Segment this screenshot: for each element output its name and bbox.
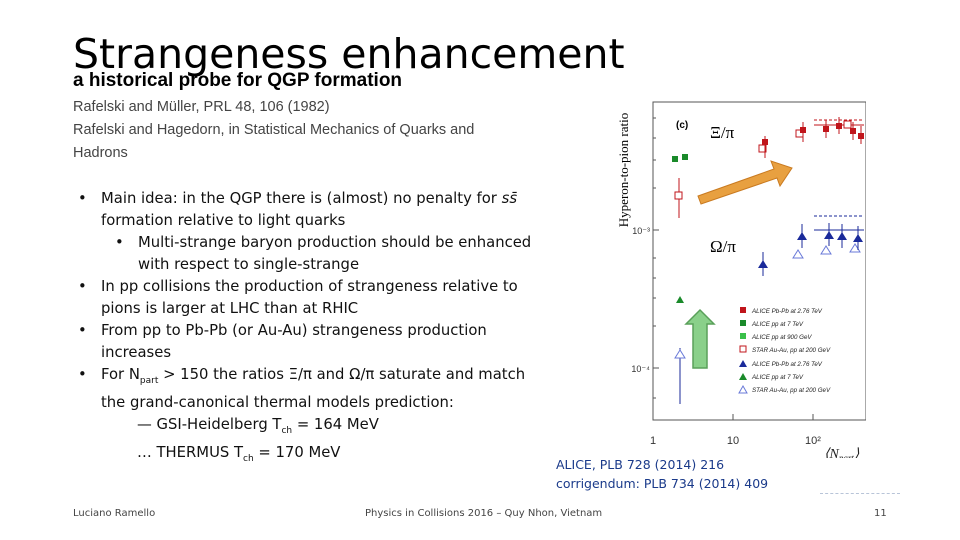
- legend-item-2: ALICE pp at 7 TeV: [751, 321, 804, 328]
- thermus-text: … THERMUS T: [137, 443, 244, 461]
- bullet-pp-to-pbpb: • From pp to Pb-Pb (or Au-Au) strangenes…: [78, 320, 548, 364]
- legend-marker-star-omega: [738, 384, 748, 394]
- legend-marker-alice-pbpb-omega: [739, 360, 747, 367]
- legend-marker-alice-pp7-omega: [739, 373, 747, 380]
- y-ticks: [653, 117, 659, 399]
- plot-frame: [652, 101, 866, 421]
- omega-star-auau-point-2: [820, 245, 832, 255]
- legend-marker-alice-pp900-xi: [740, 333, 746, 339]
- bullet-marker: •: [78, 278, 87, 295]
- gsi-value: = 164 MeV: [292, 415, 379, 433]
- panel-label: (c): [676, 120, 688, 131]
- subbullet-gsi: — GSI-Heidelberg Tch = 164 MeV: [78, 414, 548, 442]
- bullet-list: • Main idea: in the QGP there is (almost…: [78, 188, 548, 470]
- omega-enhancement-arrow: [684, 308, 716, 369]
- footer-event: Physics in Collisions 2016 – Quy Nhon, V…: [365, 508, 603, 519]
- xtick-10: 10: [727, 435, 739, 447]
- footer-author: Luciano Ramello: [73, 508, 156, 519]
- legend-item-7: STAR Au-Au, pp at 200 GeV: [752, 387, 831, 394]
- gsi-text: — GSI-Heidelberg T: [137, 415, 282, 433]
- bullet-marker: •: [78, 366, 87, 383]
- legend-marker-alice-pp7-xi: [740, 320, 746, 326]
- xi-enhancement-arrow: [697, 160, 793, 205]
- bullet-text-s-quark: s: [501, 190, 510, 207]
- subbullet-multistrange: • Multi-strange baryon production should…: [78, 232, 548, 276]
- citation-line-2: corrigendum: PLB 734 (2014) 409: [556, 476, 769, 491]
- legend-item-3: ALICE pp at 900 GeV: [751, 334, 812, 341]
- thermus-value: = 170 MeV: [253, 443, 341, 461]
- hyperon-ratio-figure: Hyperon-to-pion ratio 10⁻³ 10⁻⁴ 1 10 10²…: [616, 101, 866, 458]
- bullet-text-sbar-quark: s̄: [509, 190, 518, 207]
- tch-subscript: ch: [243, 453, 254, 464]
- divider: [820, 493, 900, 494]
- bullet-text: In pp collisions the production of stran…: [101, 278, 518, 317]
- ytick-1e-4: 10⁻⁴: [631, 364, 650, 374]
- subbullet-thermus: … THERMUS Tch = 170 MeV: [78, 442, 548, 470]
- xi-star-pp-point: [674, 191, 683, 200]
- bullet-text: Main idea: in the QGP there is (almost) …: [101, 190, 502, 207]
- bullet-marker: •: [78, 322, 87, 339]
- footer-page-number: 11: [874, 508, 887, 519]
- xi-pp-7tev-point: [682, 154, 688, 160]
- xi-pi-points: [672, 117, 864, 218]
- legend-marker-alice-pbpb-xi: [740, 307, 746, 313]
- omega-pi-label: Ω/π: [710, 237, 736, 256]
- slide-title: Strangeness enhancement: [73, 30, 625, 78]
- bullet-main-idea: • Main idea: in the QGP there is (almost…: [78, 188, 548, 232]
- tch-subscript: ch: [281, 425, 293, 436]
- bullet-npart: • For Npart > 150 the ratios Ξ/π and Ω/π…: [78, 364, 548, 414]
- figure-ylabel: Hyperon-to-pion ratio: [616, 113, 631, 227]
- bullet-text: Multi-strange baryon production should b…: [138, 234, 532, 273]
- bullet-text: From pp to Pb-Pb (or Au-Au) strangeness …: [101, 322, 487, 361]
- legend-marker-star-xi: [739, 345, 747, 353]
- bullet-pp-collisions: • In pp collisions the production of str…: [78, 276, 548, 320]
- thermal-model-lines: [814, 119, 864, 231]
- reference-list: Rafelski and Müller, PRL 48, 106 (1982) …: [73, 96, 533, 165]
- xtick-1: 1: [650, 435, 656, 447]
- figure-legend: ALICE Pb-Pb at 2.76 TeV ALICE pp at 7 Te…: [738, 307, 831, 394]
- figure-xlabel: ⟨Npart⟩: [824, 447, 860, 458]
- citation: ALICE, PLB 728 (2014) 216 corrigendum: P…: [556, 455, 768, 493]
- xi-star-auau-point-3: [843, 120, 852, 129]
- legend-item-5: ALICE Pb-Pb at 2.76 TeV: [751, 361, 823, 368]
- reference-2: Rafelski and Hagedorn, in Statistical Me…: [73, 122, 475, 161]
- omega-star-auau-point-1: [792, 249, 804, 259]
- xtick-100: 10²: [805, 435, 821, 447]
- slide-subtitle: a historical probe for QGP formation: [73, 70, 403, 91]
- omega-pp-7tev-point: [676, 296, 684, 303]
- omega-star-pp-point: [674, 349, 686, 359]
- xi-pi-label: Ξ/π: [710, 123, 735, 142]
- legend-item-6: ALICE pp at 7 TeV: [751, 374, 804, 381]
- x-ticks: [732, 414, 814, 420]
- bullet-text-cont: > 150 the ratios Ξ/π and Ω/π saturate an…: [101, 366, 526, 411]
- reference-1: Rafelski and Müller, PRL 48, 106 (1982): [73, 99, 330, 115]
- legend-item-4: STAR Au-Au, pp at 200 GeV: [752, 347, 831, 354]
- citation-line-1: ALICE, PLB 728 (2014) 216: [556, 457, 725, 472]
- bullet-marker: •: [115, 234, 124, 251]
- bullet-text-cont: formation relative to light quarks: [101, 212, 346, 229]
- bullet-marker: •: [78, 190, 87, 207]
- bullet-text: For N: [101, 366, 140, 383]
- legend-item-1: ALICE Pb-Pb at 2.76 TeV: [751, 308, 823, 315]
- omega-pi-points: [674, 223, 863, 404]
- ytick-1e-3: 10⁻³: [632, 226, 650, 236]
- npart-subscript: part: [139, 375, 159, 386]
- xi-pp-900-point: [672, 156, 678, 162]
